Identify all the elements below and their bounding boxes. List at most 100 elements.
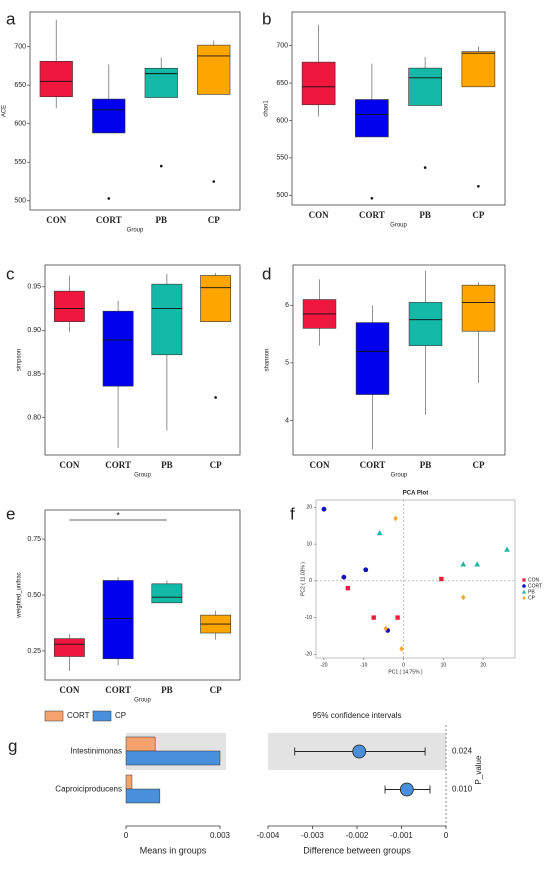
point (345, 585, 351, 591)
x-tick-label: -20 (320, 662, 327, 668)
x-tick-label: CORT (96, 215, 122, 225)
point (363, 567, 369, 573)
x-tick-label: -0.002 (346, 831, 369, 840)
y-axis-label: chao1 (264, 100, 270, 117)
x-tick-label: 0 (124, 831, 129, 840)
point (352, 744, 367, 759)
y-tick-label: 700 (14, 44, 26, 51)
x-tick-label: CORT (105, 460, 131, 470)
x-axis-label: Group (134, 698, 151, 704)
y-tick-label: 10 (306, 541, 312, 547)
y-tick-label: 0.75 (27, 536, 41, 543)
y-tick-label: 600 (14, 121, 26, 128)
y-tick-label: 20 (306, 505, 312, 511)
box (53, 290, 85, 322)
y-tick-label: 0.90 (27, 327, 41, 334)
x-tick-label: CP (208, 215, 220, 225)
box (408, 67, 442, 106)
box (144, 67, 178, 98)
significance-mark: * (116, 510, 120, 520)
x-tick-label: CORT (105, 685, 131, 695)
box (461, 51, 496, 88)
legend-label: CORT (67, 711, 90, 720)
p-value: 0.010 (452, 785, 473, 794)
point (371, 615, 376, 620)
x-axis-label: Means in groups (140, 845, 207, 855)
x-tick-label: 0 (444, 831, 449, 840)
x-tick-label: CORT (359, 210, 385, 220)
y-axis-label: weighted_unifrac (17, 572, 23, 618)
legend-marker (521, 589, 527, 594)
y-tick-label: 600 (276, 117, 288, 124)
point (439, 576, 444, 582)
legend-label: CP (528, 595, 536, 601)
chart-title: PCA Plot (403, 491, 428, 497)
y-tick-label: 0.25 (27, 648, 41, 655)
box (461, 284, 496, 332)
box (151, 283, 183, 356)
x-tick-label: CON (59, 685, 80, 695)
x-tick-label: PB (420, 460, 432, 470)
point (341, 574, 347, 580)
legend-marker (522, 578, 526, 582)
x-tick-label: 20 (480, 662, 486, 668)
x-tick-label: CP (472, 210, 484, 220)
y-tick-label: 0.85 (27, 371, 41, 378)
box (151, 583, 183, 604)
x-tick-label: CP (473, 460, 485, 470)
x-tick-label: -0.004 (257, 831, 280, 840)
y-tick-label: 700 (276, 43, 288, 50)
outlier (370, 196, 374, 200)
y-axis-label: ACE (2, 105, 8, 117)
x-tick-label: CP (210, 685, 222, 695)
x-tick-label: 0.003 (210, 831, 231, 840)
point (376, 529, 383, 536)
box (39, 61, 73, 98)
panel-letter: c (6, 264, 15, 283)
legend-label: PB (528, 589, 535, 595)
bar (125, 736, 156, 752)
panel-letter: f (290, 504, 295, 523)
x-axis-label: Group (391, 473, 408, 479)
y-tick-label: 4 (285, 417, 289, 424)
outlier (423, 166, 427, 169)
point (395, 615, 400, 620)
y-tick-label: 5 (285, 360, 289, 367)
plot-frame (29, 11, 241, 211)
box (92, 98, 126, 134)
box (200, 275, 232, 322)
legend-label: CP (115, 711, 126, 720)
y-tick-label: 500 (276, 192, 288, 199)
panel-letter: d (262, 264, 271, 283)
legend-label: CORT (528, 583, 542, 589)
y-tick-label: 0.80 (27, 414, 41, 421)
outlier (159, 164, 163, 168)
y-axis-label: shannon (265, 348, 271, 371)
box (102, 580, 134, 660)
point (504, 546, 510, 552)
x-tick-label: CORT (360, 460, 386, 470)
y-tick-label: 650 (14, 82, 26, 89)
bar (125, 788, 161, 804)
x-tick-label: PB (155, 215, 167, 225)
y-tick-label: 0 (309, 578, 312, 584)
y-tick-label: -10 (305, 615, 312, 621)
x-axis-label: Difference between groups (303, 845, 411, 855)
p-axis-label: P_value (474, 755, 483, 784)
y-tick-label: 550 (14, 159, 26, 166)
point (460, 561, 467, 567)
point (399, 782, 414, 797)
x-tick-label: CON (46, 215, 67, 225)
x-axis-label: Group (134, 473, 151, 479)
plot-frame (291, 11, 506, 206)
category-label: Intestinimonas (70, 747, 122, 756)
y-tick-label: -20 (305, 652, 312, 658)
x-tick-label: CP (210, 460, 222, 470)
y-tick-label: 550 (276, 155, 288, 162)
point (393, 515, 398, 522)
point (474, 561, 481, 567)
legend-marker (522, 595, 526, 601)
y-axis-label: simpson (17, 349, 23, 371)
outlier (212, 180, 216, 183)
